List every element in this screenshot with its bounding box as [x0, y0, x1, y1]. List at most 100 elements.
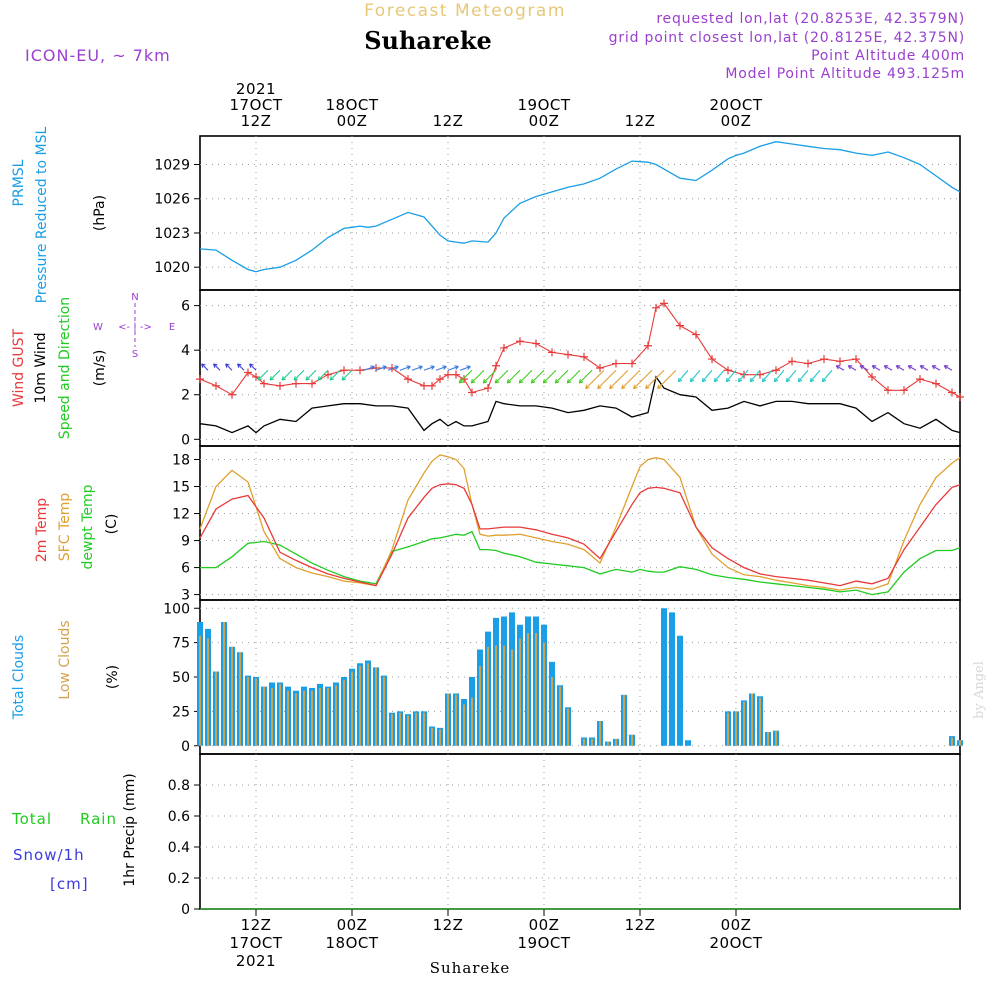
low-cloud-bar [199, 635, 201, 746]
wind-arrow-head [749, 377, 755, 383]
wind-direction-arrow [201, 363, 209, 371]
wind-arrow-head [847, 365, 853, 370]
wind-arrow-head [317, 376, 323, 381]
wind-arrow-head [773, 377, 779, 383]
total-cloud-bar [676, 635, 684, 746]
gust-marker [676, 321, 684, 330]
y-tick-label: 1029 [154, 158, 190, 174]
clouds-unit: (%) [105, 665, 121, 689]
x-tick-label-bottom: 18OCT [325, 934, 378, 952]
wind-arrow-head [506, 378, 512, 384]
gust-marker [500, 343, 508, 352]
clouds-label-low: Low Clouds [57, 620, 73, 699]
wind-panel-frame [199, 289, 961, 447]
wind-arrow-head [269, 376, 275, 381]
x-tick-label-top: 00Z [337, 112, 368, 130]
gust-marker [308, 379, 316, 388]
pressure-unit: (hPa) [92, 195, 108, 231]
closest-coords: grid point closest lon,lat (20.8125E, 42… [609, 30, 965, 46]
wind-direction-arrow [737, 369, 749, 383]
gust-marker [916, 375, 924, 384]
wind-arrow-head [931, 365, 937, 370]
y-tick-label: 0.4 [168, 840, 190, 856]
low-cloud-bar [295, 693, 297, 746]
dewpt-line [200, 530, 961, 596]
low-cloud-bar [327, 688, 329, 746]
wind-direction-arrow [943, 365, 953, 371]
low-cloud-bar [455, 694, 457, 746]
low-cloud-bar [511, 649, 513, 746]
low-cloud-bar [543, 642, 545, 746]
low-cloud-bar [415, 712, 417, 746]
wind-direction-arrow [797, 369, 809, 383]
x-tick-label-bottom: 00Z [337, 916, 368, 934]
low-cloud-bar [215, 671, 217, 746]
low-cloud-bar [231, 646, 233, 746]
wind-direction-arrow [749, 369, 761, 383]
wind-direction-arrow [621, 369, 641, 390]
low-cloud-bar [431, 727, 433, 746]
x-tick-label-top: 2021 [236, 80, 276, 98]
wind-direction-arrow [645, 369, 665, 390]
wind-arrow-head [689, 377, 695, 383]
gust-marker [340, 366, 348, 375]
temp-panel-labels: 2m Temp SFC Temp dewpt Temp (C) [34, 484, 120, 569]
temp-unit: (C) [104, 514, 120, 535]
wind-arrow-head [494, 378, 500, 384]
y-tick-label: 18 [172, 453, 190, 469]
wind-arrow-head [725, 377, 731, 383]
wind-arrow-head [382, 365, 387, 370]
wind-direction-arrow [494, 369, 509, 384]
low-cloud-bar [751, 693, 753, 746]
temp-panel-frame [199, 445, 961, 601]
gust-marker [724, 366, 732, 375]
wind-arrow-head [597, 384, 602, 390]
x-tick-label-top: 00Z [529, 112, 560, 130]
y-tick-label: 0.2 [168, 871, 190, 887]
wind-direction-arrow [835, 365, 845, 371]
wind-arrow-head [737, 377, 743, 383]
gust-marker [564, 350, 572, 359]
compass-north: N [131, 292, 138, 303]
wind-direction-arrow [609, 369, 629, 390]
wind-arrow-head [237, 363, 242, 368]
compass-rose: N S W E <- | -> [93, 292, 175, 360]
y-tick-label: 1020 [154, 260, 190, 276]
low-cloud-bar [335, 685, 337, 746]
wind-arrow-head [257, 376, 263, 381]
wind-arrow-head [281, 376, 287, 381]
wind-direction-arrow [773, 369, 785, 383]
temp-label-dewpt: dewpt Temp [80, 484, 96, 569]
y-tick-label: 6 [181, 561, 190, 577]
wind-direction-arrow [257, 369, 269, 381]
wind-arrow-head [566, 378, 572, 384]
wind-direction-arrow [785, 369, 797, 383]
compass-east: E [169, 322, 175, 333]
low-cloud-bar [375, 667, 377, 746]
station-title: Suhareke [364, 26, 492, 55]
y-tick-label: 75 [172, 636, 190, 652]
precip-panel-frame [199, 753, 961, 910]
low-cloud-bar [439, 729, 441, 746]
wind-direction-arrow [411, 365, 423, 371]
low-cloud-bar [567, 708, 569, 746]
gust-marker [868, 372, 876, 381]
wind-direction-arrow [821, 369, 833, 383]
wind-direction-arrow [530, 369, 545, 384]
wind-direction-arrow [859, 365, 869, 371]
x-tick-label-top: 12Z [625, 112, 656, 130]
gust-marker [852, 355, 860, 364]
wind-arrow-head [785, 377, 791, 383]
low-cloud-bar [775, 730, 777, 746]
precip-label-cm: [cm] [50, 875, 89, 893]
wind-arrow-head [470, 378, 476, 384]
wind-unit: (m/s) [92, 350, 108, 387]
x-tick-label-top: 17OCT [229, 96, 282, 114]
x-tick-label-bottom: 12Z [625, 916, 656, 934]
gust-marker [836, 357, 844, 366]
gust-marker [444, 370, 452, 379]
low-cloud-bar [519, 638, 521, 746]
gust-marker [932, 379, 940, 388]
x-tick-label-bottom: 00Z [529, 916, 560, 934]
low-cloud-bar [343, 679, 345, 746]
